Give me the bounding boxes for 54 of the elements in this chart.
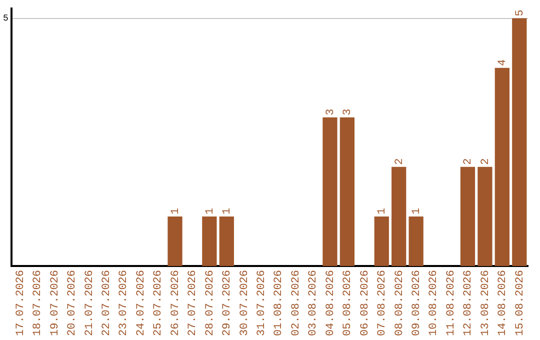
x-tick-label: 13.08.2026	[480, 270, 492, 336]
bar	[494, 68, 510, 266]
bar	[460, 166, 476, 266]
x-tick-label: 04.08.2026	[324, 270, 337, 336]
x-tick-label: 10.08.2026	[428, 270, 440, 336]
x-tick-label: 07.08.2026	[376, 270, 389, 336]
data-label: 5	[514, 10, 526, 16]
x-tick-label: 21.07.2026	[84, 270, 96, 336]
bar	[168, 216, 182, 266]
bar	[322, 117, 338, 266]
bar	[392, 166, 406, 266]
data-label: 2	[480, 158, 492, 165]
x-tick-label: 08.08.2026	[394, 270, 406, 336]
x-tick-label: 11.08.2026	[445, 270, 458, 336]
data-label: 1	[376, 207, 389, 214]
x-tick-label: 31.07.2026	[256, 270, 268, 336]
x-tick-label: 05.08.2026	[342, 270, 354, 336]
x-tick-label: 12.08.2026	[462, 270, 475, 336]
data-label: 2	[394, 158, 406, 165]
x-tick-label: 18.07.2026	[32, 270, 44, 336]
x-tick-label: 17.07.2026	[14, 270, 27, 336]
x-tick-label: 22.07.2026	[101, 270, 114, 336]
x-tick-label: 14.08.2026	[497, 270, 510, 336]
x-tick-label: 09.08.2026	[410, 270, 423, 336]
x-tick-label: 15.08.2026	[514, 270, 526, 336]
x-tick-label: 26.07.2026	[170, 270, 182, 336]
x-tick-label: 19.07.2026	[49, 270, 62, 336]
bar	[512, 18, 527, 266]
x-tick-label: 27.07.2026	[187, 270, 200, 336]
data-label: 1	[410, 207, 423, 214]
x-tick-label: 03.08.2026	[308, 270, 320, 336]
x-tick-label: 06.08.2026	[359, 270, 372, 336]
bar	[202, 216, 217, 266]
x-tick-label: 30.07.2026	[238, 270, 251, 336]
data-label: 3	[342, 108, 354, 116]
bar	[340, 117, 355, 266]
x-tick-label: 20.07.2026	[66, 270, 79, 336]
x-tick-label: 01.08.2026	[273, 270, 286, 336]
bar	[408, 216, 424, 266]
data-label: 1	[204, 207, 216, 214]
x-tick-label: 28.07.2026	[204, 270, 216, 336]
data-label: 4	[497, 58, 510, 66]
data-label: 1	[222, 207, 234, 214]
data-label: 3	[324, 108, 337, 116]
bar	[374, 216, 389, 266]
x-tick-label: 29.07.2026	[222, 270, 234, 336]
bar	[478, 166, 492, 266]
x-tick-label: 24.07.2026	[135, 270, 148, 336]
x-tick-label: 25.07.2026	[152, 270, 165, 336]
x-tick-label: 23.07.2026	[118, 270, 130, 336]
data-label: 2	[462, 158, 475, 165]
bar	[219, 216, 234, 266]
data-label: 1	[170, 207, 182, 214]
x-tick-label: 02.08.2026	[290, 270, 302, 336]
